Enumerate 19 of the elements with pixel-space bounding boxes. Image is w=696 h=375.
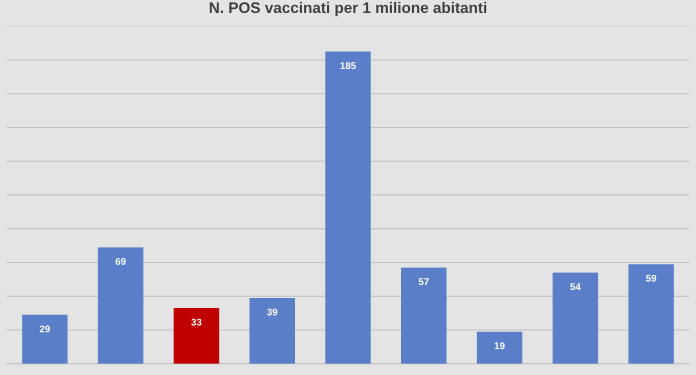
data-label: 185	[340, 62, 356, 70]
bar	[325, 52, 371, 364]
bar	[22, 314, 68, 364]
data-label: 39	[267, 308, 278, 316]
bar	[552, 272, 598, 364]
data-label: 33	[191, 318, 202, 326]
bar	[401, 268, 447, 364]
data-label: 57	[418, 278, 429, 286]
data-label: 59	[646, 274, 656, 282]
bar	[249, 298, 295, 364]
chart-title: N. POS vaccinati per 1 milione abitanti	[210, 2, 486, 16]
bar	[476, 332, 522, 364]
data-label: 69	[116, 258, 126, 265]
data-label: 54	[570, 283, 581, 290]
bar	[174, 308, 220, 364]
data-label: 29	[40, 325, 50, 332]
data-label: 19	[494, 342, 505, 350]
bar	[628, 264, 674, 364]
bar	[98, 247, 144, 364]
